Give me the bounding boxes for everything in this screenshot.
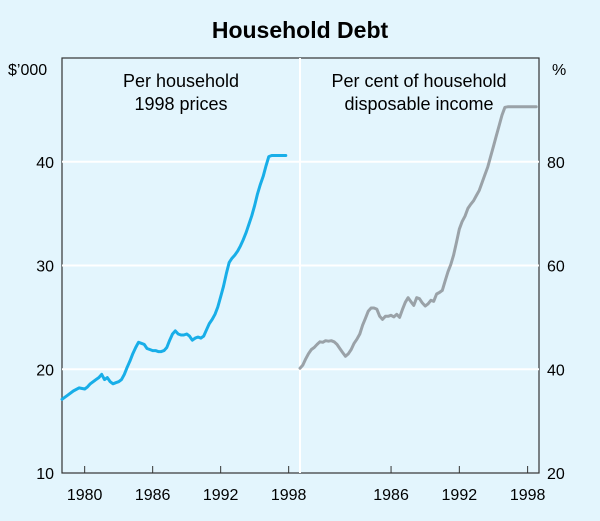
x-tick-label: 1992 — [442, 487, 478, 504]
series — [60, 105, 538, 401]
left-y-tick-label: 10 — [36, 466, 54, 483]
right-y-tick-label: 60 — [547, 259, 565, 276]
right-y-tick-label: 20 — [547, 466, 565, 483]
series-line-0-0 — [60, 154, 288, 401]
right-panel-label-line1: Per cent of household — [331, 71, 506, 91]
x-tick-label: 1986 — [373, 487, 409, 504]
x-tick-label: 1980 — [67, 487, 103, 504]
left-y-tick-label: 20 — [36, 362, 54, 379]
right-panel-label-line2: disposable income — [344, 94, 493, 114]
left-y-tick-label: 40 — [36, 155, 54, 172]
left-panel-label-line2: 1998 prices — [134, 94, 227, 114]
grid — [62, 160, 539, 371]
right-y-unit: % — [552, 62, 566, 79]
left-y-unit: $’000 — [8, 62, 47, 79]
x-tick-label: 1986 — [135, 487, 171, 504]
chart-title: Household Debt — [212, 17, 389, 43]
x-tick-labels: 1980 1986 1992 1998 1986 1992 1998 — [67, 466, 546, 504]
left-panel-label-line1: Per household — [123, 71, 239, 91]
right-y-tick-label: 40 — [547, 362, 565, 379]
right-y-tick-label: 80 — [547, 155, 565, 172]
y-tick-labels: 10 20 30 40 20 40 60 80 — [36, 155, 565, 483]
x-tick-label: 1992 — [203, 487, 239, 504]
x-tick-label: 1998 — [510, 487, 546, 504]
x-tick-label: 1998 — [271, 487, 307, 504]
left-y-tick-label: 30 — [36, 259, 54, 276]
series-line-1-0 — [298, 105, 538, 370]
